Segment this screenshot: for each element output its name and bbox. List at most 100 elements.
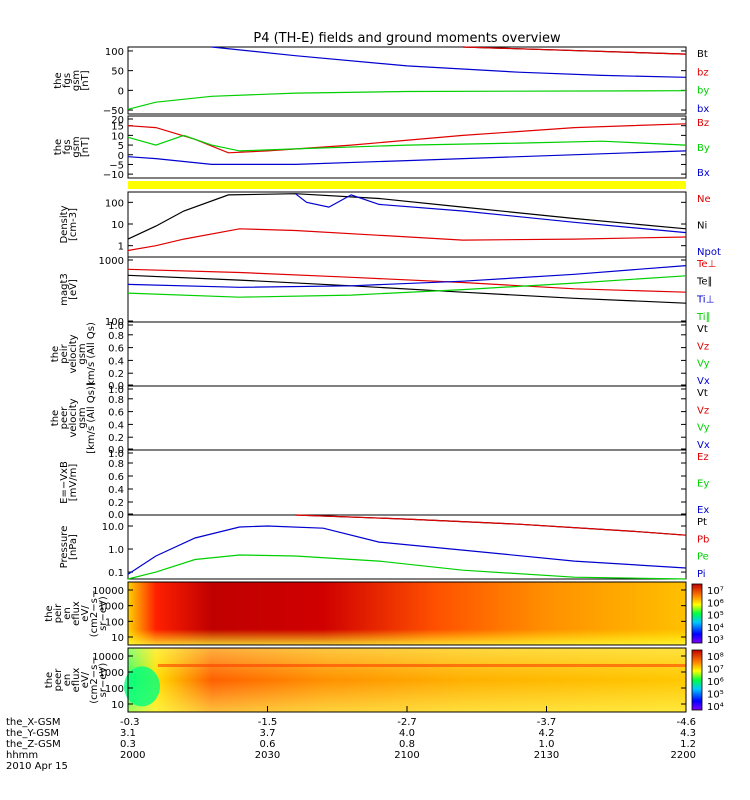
- legend-Ne: Ne: [697, 194, 711, 205]
- x-tick-label: 2200: [671, 750, 696, 761]
- legend-Bz: Bz: [697, 118, 709, 129]
- y-axis-label: magt3: [59, 273, 70, 306]
- figure-title: P4 (TH-E) fields and ground moments over…: [253, 31, 561, 46]
- x-axis-row-label: the_X-GSM: [6, 717, 60, 728]
- y-axis-label: gsm: [71, 136, 82, 157]
- y-axis-label: eV/: [80, 671, 91, 688]
- colorbar-tick-label: 10⁵: [707, 611, 724, 622]
- x-axis-row-label: 2010 Apr 15: [6, 761, 68, 772]
- legend-By: By: [697, 143, 710, 154]
- x-tick-label: -1.5: [258, 717, 278, 728]
- series-bx: [211, 46, 687, 78]
- legend-Pi: Pi: [697, 569, 706, 580]
- y-tick-label: 0.4: [108, 420, 124, 431]
- y-tick-label: 0.8: [108, 395, 124, 406]
- x-tick-label: -0.3: [120, 717, 140, 728]
- colorbar-tick-label: 10⁶: [707, 677, 724, 688]
- legend-Pt: Pt: [697, 517, 707, 528]
- panel-frame: [127, 449, 687, 516]
- y-tick-label: 0.2: [108, 369, 124, 380]
- colorbar-tick-label: 10⁷: [707, 586, 724, 597]
- spectrogram-shading: [128, 648, 686, 712]
- y-axis-label: the: [53, 72, 64, 88]
- y-axis-label: eflux: [71, 601, 82, 626]
- y-tick-label: 10.0: [102, 522, 124, 533]
- y-axis-label: eV/: [80, 605, 91, 622]
- y-axis-label: gsm: [77, 407, 88, 428]
- y-axis-label: (cm2−s−: [89, 590, 100, 637]
- y-tick-label: 10000: [92, 586, 124, 597]
- x-tick-label: 0.6: [260, 739, 276, 750]
- legend-Ez: Ez: [697, 452, 709, 463]
- legend-Vz: Vz: [697, 341, 709, 352]
- y-tick-label: −5: [109, 160, 124, 171]
- x-tick-label: 4.2: [539, 728, 555, 739]
- series-bz: [462, 46, 687, 55]
- y-axis-label: gsm: [71, 70, 82, 91]
- spectrogram-band: [158, 664, 686, 667]
- legend-bz: bz: [697, 67, 709, 78]
- y-tick-label: 0: [118, 86, 124, 97]
- y-tick-label: 5: [118, 141, 124, 152]
- panel-pressure: 10.0 1.0 0.1 Pressure[nPa] Pt Pb Pe Pi: [59, 514, 709, 580]
- panel-efield: 1.00.8 0.6 0.4 0.20.0 E=−VxB[mV/m] Ez Ey Ex: [59, 449, 709, 521]
- series-Ti⊥: [127, 265, 687, 288]
- colorbar-tick-label: 10⁸: [707, 652, 724, 663]
- y-axis-label: fgs: [62, 73, 73, 88]
- y-tick-label: 10: [111, 700, 124, 711]
- x-tick-label: 2100: [394, 750, 419, 761]
- x-axis-row-label: the_Y-GSM: [6, 728, 59, 739]
- y-tick-label: 1: [118, 242, 124, 253]
- y-axis-label: peir: [53, 603, 64, 623]
- y-axis-label: E=−VxB: [59, 461, 70, 504]
- panel-peir_velocity: 1.00.8 0.60.4 0.20.0 thepeirvelocitygsmkm/s…: [50, 321, 710, 392]
- panel-frame: [127, 46, 687, 115]
- x-tick-label: 4.0: [399, 728, 415, 739]
- x-tick-label: 3.7: [260, 728, 276, 739]
- y-tick-label: 1000: [99, 668, 124, 679]
- x-tick-label: 3.1: [120, 728, 136, 739]
- y-axis-label: [nT]: [80, 70, 91, 90]
- y-axis-label: velocity: [68, 334, 79, 373]
- spectrogram-hotspot: [124, 666, 160, 707]
- legend-Vy: Vy: [697, 359, 710, 370]
- series-Ti∥: [127, 275, 687, 298]
- y-tick-label: 0.2: [108, 498, 124, 509]
- panel-frame: [127, 321, 687, 387]
- legend-Ey: Ey: [697, 479, 709, 490]
- x-tick-label: 0.8: [399, 739, 415, 750]
- legend-Vy: Vy: [697, 423, 710, 434]
- y-axis-label: gsm: [77, 343, 88, 364]
- y-axis-label: eflux: [71, 668, 82, 693]
- legend-by: by: [697, 86, 709, 97]
- y-axis-label: the: [53, 139, 64, 155]
- y-axis-label: en: [62, 674, 73, 687]
- quality-flag-bar: [128, 181, 686, 189]
- y-tick-label: 0.6: [108, 472, 124, 483]
- legend-Npot: Npot: [697, 247, 721, 258]
- x-tick-label: -2.7: [397, 717, 417, 728]
- colorbar-tick-label: 10⁴: [707, 702, 724, 713]
- y-axis-label: [nT]: [80, 137, 91, 157]
- y-tick-label: 1.0: [108, 545, 124, 556]
- series-Te∥: [127, 274, 687, 304]
- y-tick-label: 1000: [99, 256, 124, 267]
- y-tick-label: 10: [111, 131, 124, 142]
- y-tick-label: 100: [105, 198, 124, 209]
- panel-frame: [127, 115, 687, 179]
- y-tick-label: −50: [103, 106, 124, 117]
- panel-frame: [127, 581, 687, 646]
- colorbar-tick-label: 10⁵: [707, 690, 724, 701]
- legend-Te∥: Te∥: [696, 277, 713, 288]
- y-tick-label: −10: [103, 170, 124, 181]
- panel-peer_velocity: 1.00.80.60.40.20.0thepeervelocitygsm[km/…: [50, 382, 710, 456]
- y-axis-label: the: [50, 346, 61, 362]
- y-axis-label: [nPa]: [68, 534, 79, 560]
- y-axis-label: [mV/m]: [68, 464, 79, 502]
- y-axis-label: fgs: [62, 139, 73, 154]
- y-tick-label: 0.0: [108, 381, 124, 392]
- panel-density: 100 10 1 Density[cm-3] Ne Ni Npot: [59, 191, 721, 258]
- y-axis-label: the: [44, 605, 55, 621]
